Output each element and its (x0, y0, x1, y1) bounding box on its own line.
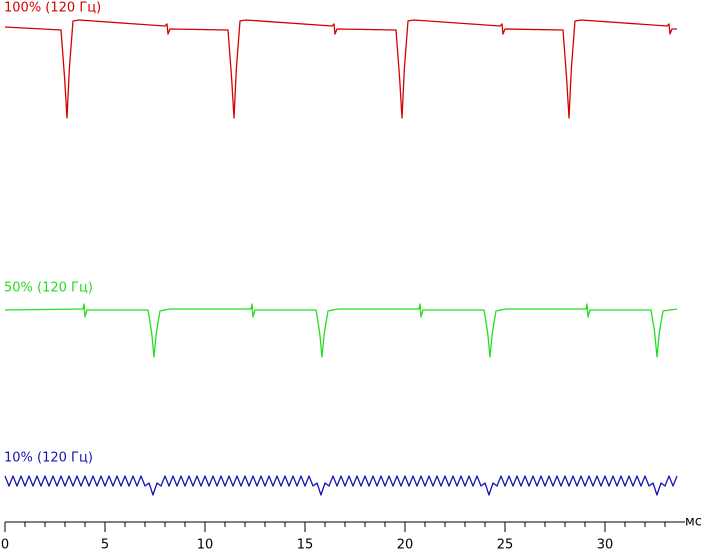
x-tick-label: 10 (197, 538, 214, 551)
x-tick-label: 20 (397, 538, 414, 551)
trace-line (4, 303, 678, 358)
trace-line (4, 475, 678, 496)
x-tick-label: 5 (101, 538, 109, 551)
x-tick-label: 25 (497, 538, 514, 551)
x-tick-label: 15 (297, 538, 314, 551)
trace-title: 100% (120 Гц) (4, 1, 101, 16)
trace-line (4, 19, 677, 119)
trace-title: 10% (120 Гц) (4, 451, 93, 466)
trace-title: 50% (120 Гц) (4, 281, 93, 296)
x-tick-label: 30 (597, 538, 614, 551)
x-axis-label: мс (685, 515, 702, 530)
x-tick-label: 0 (1, 538, 9, 551)
